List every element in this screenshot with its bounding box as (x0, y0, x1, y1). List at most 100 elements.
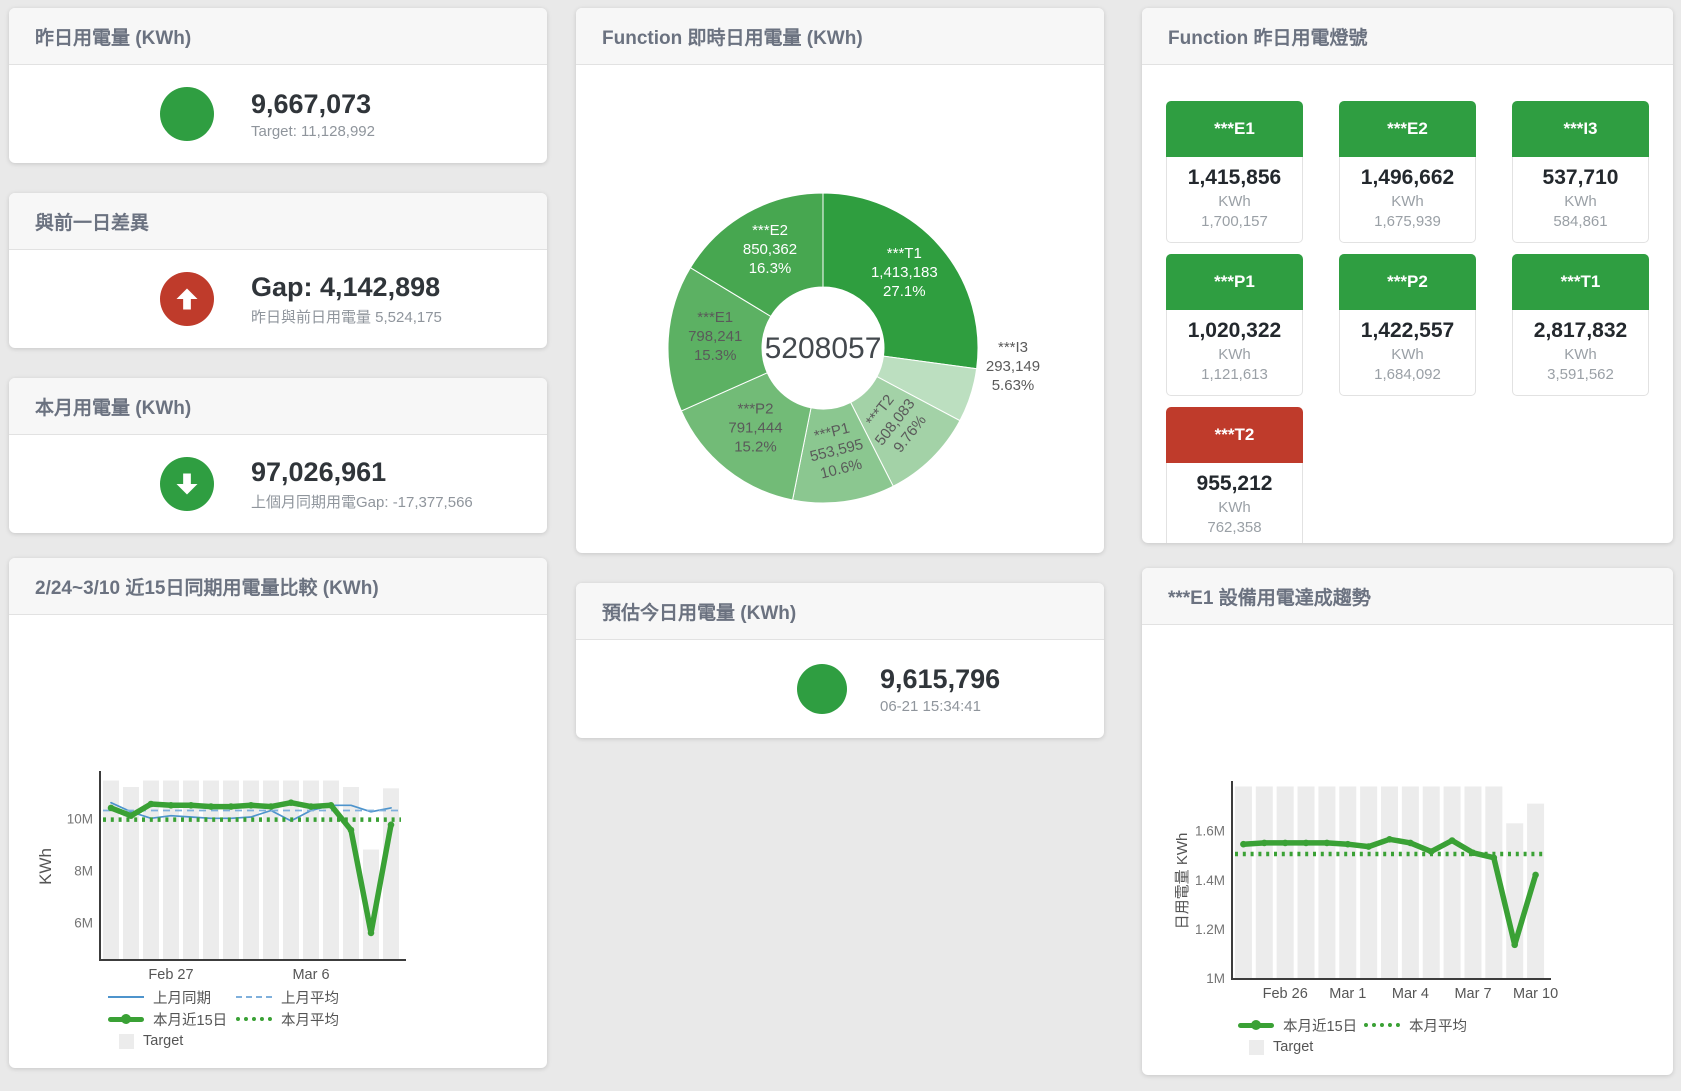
series-point (367, 929, 375, 937)
light-tile-header: ***E1 (1166, 101, 1303, 157)
light-tile-unit: KWh (1391, 193, 1424, 210)
light-tile-T2: ***T2 955,212 KWh 762,358 (1166, 407, 1303, 543)
donut-slice-E2[interactable] (689, 192, 824, 318)
target-bar-swatch-icon (119, 1033, 134, 1049)
target-bar (1506, 823, 1524, 978)
donut-slice-label: ***E2 850,362 16.3% (743, 222, 797, 277)
legend-this-month-avg[interactable]: 本月平均 (236, 1009, 339, 1030)
day-gap-subtitle: 昨日與前日用電量 5,524,175 (251, 308, 442, 326)
red-status-circle-icon (160, 272, 214, 326)
series-point (287, 799, 295, 806)
light-tile-header: ***P1 (1166, 254, 1303, 310)
donut-slice-label: ***I3 293,149 5.63% (986, 339, 1040, 394)
legend-last-month-avg[interactable]: 上月平均 (236, 987, 339, 1008)
y-tick-label: 8M (74, 863, 93, 878)
x-tick-label: Mar 10 (1513, 986, 1558, 1002)
light-tile-target: 584,861 (1553, 213, 1608, 230)
donut-slice-P2[interactable] (680, 372, 812, 501)
green-status-circle-icon (160, 87, 214, 141)
forecast-timestamp: 06-21 15:34:41 (880, 697, 981, 715)
series-point (1261, 839, 1268, 847)
panel-title: Function 即時日用電量 (KWh) (576, 8, 1104, 65)
series-point (327, 802, 335, 809)
compare-15day-chart: 6M 8M 10M KWh Feb 27 Mar 6 (36, 771, 406, 983)
light-tile-value: 955,212 (1196, 472, 1273, 495)
donut-slice-T1[interactable] (822, 192, 979, 370)
series-point (147, 800, 155, 808)
y-tick-label: 6M (74, 916, 93, 931)
light-tile-body: 1,496,662 KWh 1,675,939 (1339, 157, 1476, 243)
target-bar (1381, 786, 1398, 978)
target-bar-swatch-icon (1249, 1039, 1264, 1055)
legend-this-month-line[interactable]: 本月近15日 (1238, 1015, 1364, 1036)
x-tick-label: Mar 7 (1454, 986, 1491, 1002)
donut-slice-label: ***P2 791,444 15.2% (728, 400, 782, 455)
target-bar (323, 780, 339, 959)
yesterday-usage-value: 9,667,073 (251, 88, 372, 119)
light-tile-unit: KWh (1218, 346, 1251, 363)
target-bar (1255, 786, 1273, 978)
light-tile-value: 1,020,322 (1187, 319, 1282, 342)
target-bar (163, 780, 179, 959)
target-bar (343, 787, 359, 959)
series-point (1302, 839, 1310, 847)
series-point (1365, 843, 1372, 850)
series-point (387, 821, 395, 829)
legend-this-month-avg[interactable]: 本月平均 (1364, 1015, 1467, 1036)
function-usage-donut-chart: ***T1 1,413,183 27.1%***I3 293,149 5.63%***T… (667, 192, 1040, 504)
left-column: 昨日用電量 (KWh) 9,667,073 Target: 11,128,992… (9, 8, 547, 1075)
blue-dashed-swatch-icon (236, 996, 272, 998)
target-bar (283, 780, 299, 959)
light-tile-target: 762,358 (1207, 519, 1262, 536)
target-bar (123, 787, 139, 959)
series-point (307, 803, 315, 810)
light-tile-header: ***E2 (1339, 101, 1476, 157)
panel-month-usage: 本月用電量 (KWh) 97,026,961 上個月同期用電Gap: -17,3… (9, 378, 547, 533)
target-bar (1464, 786, 1482, 978)
series-point (1490, 854, 1498, 861)
target-bar (1401, 786, 1419, 978)
series-point (1386, 836, 1393, 843)
down-arrow-icon (176, 473, 198, 495)
legend-last-month-line[interactable]: 上月同期 (108, 987, 236, 1008)
target-bar (363, 849, 379, 959)
x-tick-label: Feb 27 (148, 967, 193, 983)
up-arrow-icon (176, 288, 198, 310)
day-gap-value: Gap: 4,142,898 (251, 271, 441, 302)
light-tiles-grid: ***E1 1,415,856 KWh 1,700,157 ***E2 1,496,662… (1142, 65, 1673, 543)
light-tile-target: 1,121,613 (1201, 366, 1268, 383)
target-bar (383, 788, 399, 959)
month-usage-gap: 上個月同期用電Gap: -17,377,566 (251, 493, 473, 511)
target-bar (143, 780, 159, 959)
target-bar (203, 780, 219, 959)
light-tile-body: 1,422,557 KWh 1,684,092 (1339, 310, 1476, 396)
right-column: Function 昨日用電燈號 ***E1 1,415,856 KWh 1,700,1… (1142, 8, 1673, 1075)
panel-today-forecast: 預估今日用電量 (KWh) 9,615,796 06-21 15:34:41 (576, 583, 1104, 738)
legend-this-month-line[interactable]: 本月近15日 (108, 1009, 236, 1030)
month-usage-value: 97,026,961 (251, 456, 387, 487)
legend-target[interactable]: Target (1249, 1039, 1313, 1055)
donut-slice-E1[interactable] (667, 266, 772, 412)
light-tile-target: 1,684,092 (1374, 366, 1441, 383)
light-tile-I3: ***I3 537,710 KWh 584,861 (1512, 101, 1649, 243)
target-bar (1276, 786, 1294, 978)
series-point (207, 803, 215, 810)
donut-slice-label: ***T1 1,413,183 27.1% (871, 245, 938, 300)
light-tile-value: 537,710 (1542, 166, 1619, 189)
legend-target[interactable]: Target (119, 1033, 183, 1049)
series-point (247, 802, 255, 809)
donut-center-total: 5208057 (765, 332, 882, 365)
green-status-circle-icon (160, 457, 214, 511)
panel-title: ***E1 設備用電達成趨勢 (1142, 568, 1673, 625)
light-tile-P1: ***P1 1,020,322 KWh 1,121,613 (1166, 254, 1303, 396)
x-tick-label: Mar 4 (1392, 986, 1429, 1002)
y-axis-label: 日用電量 KWh (1174, 833, 1191, 930)
series-point (1281, 839, 1289, 847)
panel-title: 本月用電量 (KWh) (9, 378, 547, 435)
forecast-value: 9,615,796 (880, 663, 1001, 694)
light-tile-unit: KWh (1564, 193, 1597, 210)
compare-chart-legend: 上月同期 上月平均 本月近15日 本月平均 Target (108, 986, 339, 1052)
light-tile-body: 1,020,322 KWh 1,121,613 (1166, 310, 1303, 396)
target-bar (103, 780, 119, 959)
panel-15day-compare-chart: 2/24~3/10 近15日同期用電量比較 (KWh) 6M 8M 10M KWh Fe… (9, 558, 547, 1068)
